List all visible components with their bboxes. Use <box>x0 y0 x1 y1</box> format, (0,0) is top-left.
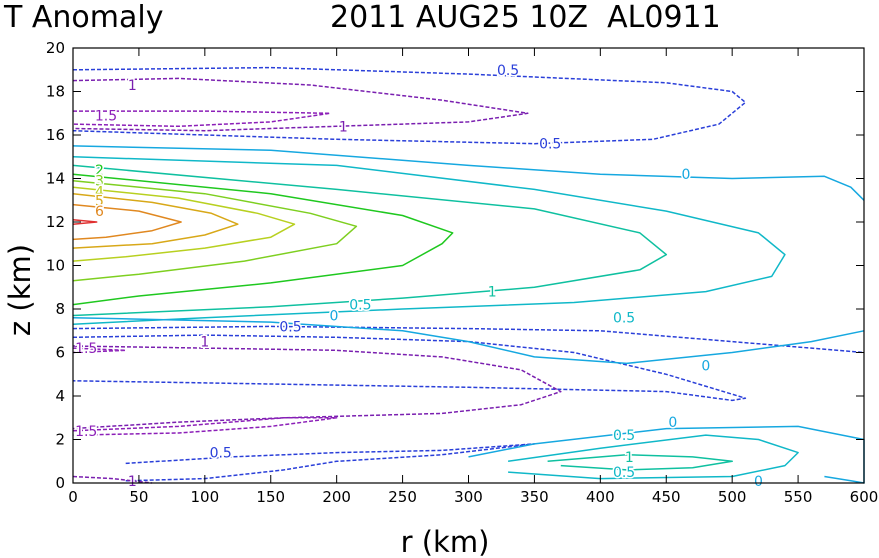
contour-label: 0 <box>668 415 677 431</box>
contour-line <box>72 417 338 436</box>
contour-line <box>468 425 865 484</box>
y-tick-label: 12 <box>46 213 65 231</box>
x-axis-label: r (km) <box>401 525 490 558</box>
y-tick-label: 8 <box>55 300 65 318</box>
contour-line <box>72 316 865 365</box>
contour-label: 0 <box>682 167 691 183</box>
y-tick-label: 20 <box>46 39 65 57</box>
contour-line <box>507 434 799 480</box>
contour-label: 1 <box>200 335 209 351</box>
x-tick-label: 350 <box>520 488 549 506</box>
contour-label: 5 <box>95 193 104 209</box>
x-tick-label: 550 <box>784 488 813 506</box>
contour-line <box>72 173 454 306</box>
contour-line <box>72 203 182 241</box>
y-tick-label: 18 <box>46 83 65 101</box>
contour-label: 0.5 <box>613 428 635 444</box>
contour-label: 1 <box>625 450 634 466</box>
contour-line <box>125 443 536 482</box>
contour-label: 0 <box>330 309 339 325</box>
y-tick-label: 0 <box>55 474 65 492</box>
y-tick-label: 4 <box>55 387 65 405</box>
contour-label: 2 <box>95 163 104 179</box>
contour-label: 6 <box>95 204 104 220</box>
contour-label: 0.5 <box>613 311 635 327</box>
x-tick-label: 50 <box>129 488 148 506</box>
x-tick-label: 600 <box>850 488 879 506</box>
contour-label: 0 <box>701 359 710 375</box>
contour-label: 0.5 <box>497 63 519 79</box>
chart-title-right: 2011 AUG25 10Z AL0911 <box>330 0 721 35</box>
x-tick-label: 300 <box>454 488 483 506</box>
contour-line <box>72 334 747 402</box>
contour-label: 1.5 <box>75 424 97 440</box>
x-tick-label: 400 <box>586 488 615 506</box>
contour-line <box>547 453 733 471</box>
x-tick-label: 450 <box>652 488 681 506</box>
y-tick-label: 10 <box>46 257 65 275</box>
y-tick-label: 14 <box>46 170 65 188</box>
contour-line <box>72 164 668 317</box>
contour-label: 1 <box>339 119 348 135</box>
x-axis-ticks: 0 50 100 150 200 250 300 350 400 450 500 550 600 <box>68 48 878 506</box>
contour-label: 0.5 <box>279 319 301 335</box>
chart-title-left: T Anomaly <box>3 0 163 35</box>
contour-line <box>72 192 239 249</box>
contour-label: 4 <box>95 185 104 201</box>
contour-line <box>72 179 358 282</box>
contour-line <box>72 77 529 132</box>
contour-label: 1 <box>128 474 137 490</box>
contour-line <box>72 110 331 128</box>
x-tick-label: 200 <box>322 488 351 506</box>
contour-line <box>72 156 786 325</box>
x-tick-label: 250 <box>388 488 417 506</box>
contour-label: 0.5 <box>210 446 232 462</box>
contour-line <box>72 66 747 145</box>
contour-label: 0 <box>754 474 763 490</box>
contour-label: 1 <box>488 285 497 301</box>
contour-label: 1.5 <box>95 108 117 124</box>
contour-label: 0.5 <box>613 465 635 481</box>
contour-label: 0.5 <box>349 298 371 314</box>
x-tick-label: 0 <box>68 488 78 506</box>
contour-label: 1 <box>128 78 137 94</box>
contour-line <box>72 186 296 262</box>
y-axis-label: z (km) <box>3 244 37 336</box>
contour-label: 3 <box>95 174 104 190</box>
contour-lines <box>72 66 865 484</box>
y-tick-label: 6 <box>55 344 65 362</box>
contour-line <box>72 345 562 430</box>
contour-line <box>72 145 865 201</box>
contour-label: 1.5 <box>75 341 97 357</box>
contour-line <box>72 325 865 354</box>
contour-line <box>72 347 127 354</box>
contour-label: 0.5 <box>539 137 561 153</box>
y-tick-label: 2 <box>55 431 65 449</box>
x-tick-label: 150 <box>256 488 285 506</box>
plot-frame <box>72 47 865 484</box>
x-tick-label: 100 <box>191 488 220 506</box>
contour-line <box>72 219 98 225</box>
y-tick-label: 16 <box>46 126 65 144</box>
x-tick-label: 500 <box>718 488 747 506</box>
